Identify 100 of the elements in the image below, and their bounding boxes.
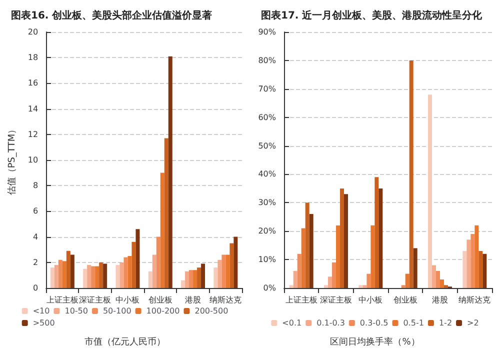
bar (58, 260, 62, 288)
bar (164, 138, 168, 288)
bar (70, 254, 74, 288)
bar (193, 270, 198, 288)
x-tick-label: 港股 (432, 296, 448, 304)
y-tick-label: 20% (258, 226, 276, 236)
bar (297, 254, 302, 288)
y-tick-label: 70% (258, 84, 276, 94)
bar (120, 262, 124, 288)
bar (132, 242, 136, 288)
legend-label: 10-50 (64, 306, 88, 316)
legend-label: >500 (32, 318, 55, 328)
chart-title: 图表17. 近一月创业板、美股、港股流动性呈分化 (261, 10, 484, 22)
bar (324, 285, 328, 288)
bar (230, 243, 234, 288)
bar (222, 254, 226, 288)
bar (462, 251, 467, 288)
bar (409, 60, 414, 288)
bar (99, 262, 104, 288)
bar (478, 251, 483, 288)
bar (340, 188, 344, 288)
bar (156, 236, 160, 288)
bar (374, 177, 379, 288)
bar (444, 285, 448, 288)
x-tick-label: 深证主板 (320, 296, 352, 304)
legend-label: 0.3-0.5 (360, 318, 388, 328)
x-tick-label: 纳斯达克 (210, 296, 242, 304)
y-tick-label: 2 (32, 258, 38, 267)
bar (362, 285, 367, 288)
bar (358, 285, 363, 288)
bar (189, 270, 194, 288)
bar (197, 268, 202, 288)
x-tick-label: 中小板 (116, 296, 140, 304)
bar (378, 188, 383, 288)
bar (332, 262, 336, 288)
bar (218, 260, 222, 288)
bar (482, 254, 487, 288)
bar (336, 225, 340, 288)
bar (62, 261, 66, 288)
legend-label: 100-200 (146, 306, 180, 316)
y-tick-label: 18 (28, 53, 38, 62)
bar (66, 250, 70, 288)
legend-label: 1-2 (438, 318, 452, 328)
bar (95, 266, 100, 288)
bar (185, 271, 190, 288)
bar (152, 254, 156, 288)
x-tick-label: 港股 (185, 296, 202, 304)
bar (309, 214, 314, 288)
bar (428, 94, 432, 288)
x-tick-label: 创业板 (393, 296, 418, 304)
y-tick-label: 30% (258, 198, 276, 208)
bar (234, 236, 238, 288)
bar (124, 257, 128, 288)
bar (214, 268, 218, 288)
legend-label: <10 (32, 306, 50, 316)
x-tick-label: 深证主板 (79, 296, 112, 304)
y-tick-label: 50% (258, 141, 276, 150)
legend-label: >2 (467, 318, 479, 328)
y-tick-label: 10% (258, 255, 276, 264)
bar (136, 229, 140, 288)
y-tick-label: 16 (28, 78, 38, 88)
legend-label: 50-100 (102, 306, 132, 316)
y-tick-label: 14 (28, 104, 38, 114)
y-tick-label: 8 (32, 181, 38, 190)
y-tick-label: 40% (258, 170, 276, 179)
x-tick-label: 纳斯达克 (458, 296, 491, 304)
bar (440, 279, 444, 288)
y-axis-title: 估值（PS_TTM） (6, 124, 18, 196)
y-tick-label: 80% (258, 56, 276, 65)
bar (168, 56, 172, 288)
bar (128, 256, 132, 288)
bar (148, 271, 152, 288)
x-tick-label: 上证主板 (46, 296, 78, 304)
bar (432, 265, 436, 288)
y-tick-label: 0 (32, 284, 38, 292)
legend-label: <0.1 (282, 318, 302, 328)
bar (54, 264, 58, 288)
y-tick-label: 90% (258, 28, 276, 36)
bar (91, 266, 96, 288)
y-tick-label: 4 (32, 232, 38, 242)
bar (293, 270, 298, 288)
bar (181, 280, 186, 288)
x-tick-label: 创业板 (148, 296, 172, 304)
y-tick-label: 6 (32, 206, 38, 216)
bar (366, 274, 371, 288)
bar (87, 264, 92, 288)
bar (466, 240, 471, 288)
legend-label: 0.5-1 (403, 318, 424, 328)
bar (305, 202, 310, 288)
bar (413, 248, 418, 288)
x-axis-title: 区间日均换手率（%） (330, 336, 420, 348)
bar (226, 254, 230, 288)
bar (436, 270, 440, 288)
bar (474, 225, 479, 288)
bar (470, 234, 475, 288)
bar (201, 264, 206, 288)
bar (405, 274, 410, 288)
bar (83, 268, 88, 288)
bar (50, 268, 54, 288)
legend-label: 0.1-0.3 (316, 318, 345, 328)
